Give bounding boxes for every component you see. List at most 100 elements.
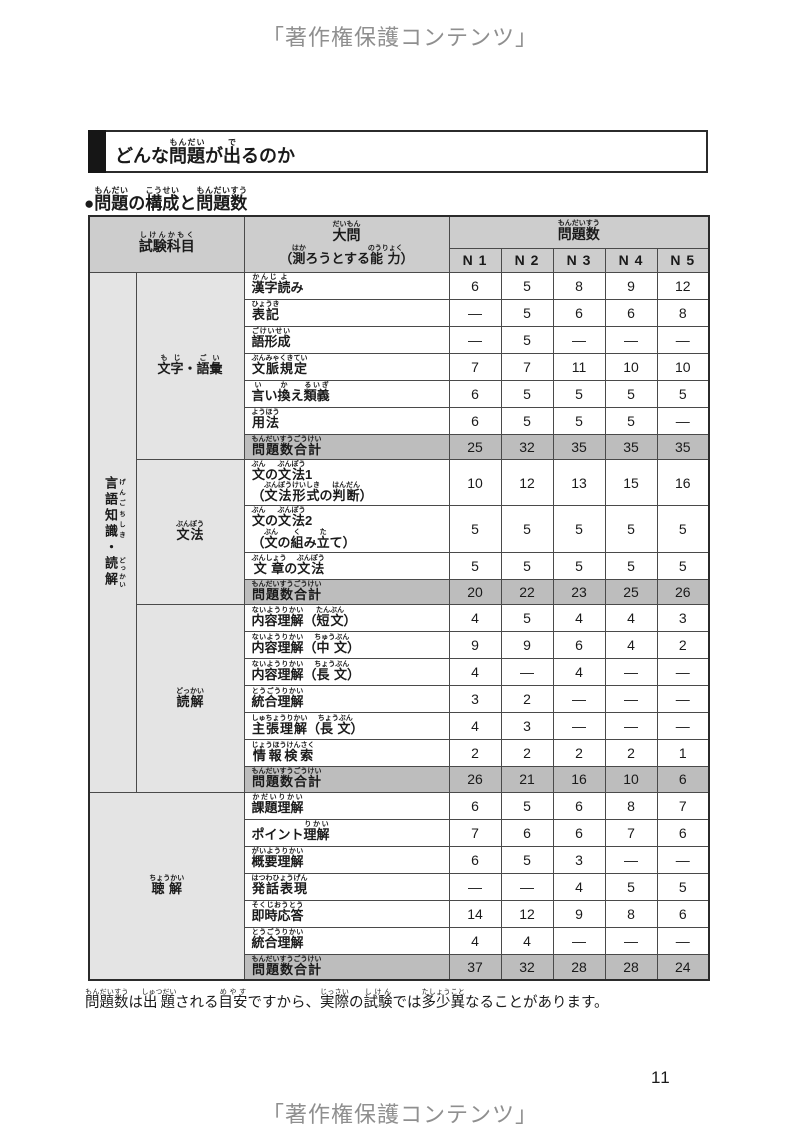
question-count-cell: — bbox=[552, 712, 606, 741]
question-count-cell: 7 bbox=[604, 818, 658, 847]
question-count-cell: 5 bbox=[500, 845, 554, 874]
question-count-cell: 6 bbox=[448, 406, 502, 435]
question-count-cell: — bbox=[656, 406, 710, 435]
question-type-row: 用法ようほう 6 5 5 5— bbox=[89, 406, 710, 435]
daimon-sublabel: （測はかろうとする能力のうりょく） bbox=[279, 245, 414, 267]
question-type-row: 聴解ちょうかい 課題理解かだいりかい 6 5 6 8 7 bbox=[88, 791, 710, 981]
question-count-cell: 9 bbox=[448, 631, 502, 660]
question-type-label: 課題理解かだいりかい bbox=[243, 791, 450, 820]
copyright-banner-top: 「著作権保護コンテンツ」 bbox=[261, 25, 538, 50]
question-count-cell: 6 bbox=[552, 298, 606, 327]
copyright-banner-bottom: 「著作権保護コンテンツ」 bbox=[261, 1102, 538, 1127]
question-type-label: 概要理解がいようりかい bbox=[243, 845, 450, 874]
question-count-cell: 5 bbox=[448, 505, 502, 553]
question-type-label: 統合理解とうごうりかい bbox=[243, 926, 450, 955]
question-count-cell: 8 bbox=[552, 271, 606, 300]
question-count-cell: 5 bbox=[604, 872, 658, 901]
question-count-cell: 16 bbox=[656, 458, 710, 507]
question-type-label: 漢字かんじ読よみ bbox=[243, 271, 450, 300]
question-count-cell: 15 bbox=[604, 458, 658, 507]
question-type-label: 言いい換かえ類義るいぎ bbox=[243, 379, 450, 408]
total-count-cell: 32 bbox=[500, 953, 554, 981]
question-count-cell: 3 bbox=[656, 604, 710, 633]
question-type-row: 発話表現はつわひょうげん — —4 5 5 bbox=[89, 872, 710, 901]
daimon-label: 大問だいもん bbox=[332, 221, 361, 244]
question-count-cell: 4 bbox=[604, 631, 658, 660]
question-type-row: 統合理解とうごうりかい 4 4— — — bbox=[89, 926, 710, 955]
total-count-cell: 10 bbox=[604, 766, 658, 793]
total-count-cell: 6 bbox=[656, 766, 710, 793]
question-count-cell: 5 bbox=[500, 298, 554, 327]
question-count-cell: 5 bbox=[500, 406, 554, 435]
question-type-label: 内容理解ないようりかい（長文ちょうぶん） bbox=[243, 658, 450, 687]
question-count-cell: 6 bbox=[448, 379, 502, 408]
section-total-row: 問題数合計もんだいすうごうけい 25 32 35 35 35 bbox=[89, 433, 710, 460]
total-count-cell: 26 bbox=[656, 578, 710, 606]
question-type-row: 読解どっかい 内容理解ないようりかい（短文たんぶん） 4 5 4 4 3 bbox=[89, 604, 710, 793]
question-count-cell: — bbox=[552, 325, 606, 354]
question-count-cell: 4 bbox=[448, 604, 502, 633]
question-type-row: 言語 げんご知識 ちしき・読解 どっかい 文字もじ・語彙ごい 漢字かんじ読よみ 6 5 8 9 12 bbox=[88, 271, 710, 793]
col-header-level: N 1 bbox=[448, 247, 502, 273]
col-header-daimon: 大問だいもん （測はかろうとする能力のうりょく） bbox=[243, 215, 450, 273]
question-count-cell: — bbox=[656, 845, 710, 874]
question-count-cell: 7 bbox=[448, 818, 502, 847]
question-count-cell: 8 bbox=[604, 899, 658, 928]
question-count-cell: 5 bbox=[552, 379, 606, 408]
section-total-row: 問題数合計もんだいすうごうけい 26 21 16 10 6 bbox=[89, 766, 710, 793]
question-count-cell: 4 bbox=[448, 658, 502, 687]
subject-cell: 文法ぶんぽう bbox=[135, 458, 245, 606]
total-count-cell: 16 bbox=[552, 766, 606, 793]
total-count-cell: 28 bbox=[604, 953, 658, 981]
question-type-label: 情報検索じょうほうけんさく bbox=[243, 739, 450, 768]
question-count-cell: 2 bbox=[448, 739, 502, 768]
question-count-cell: 6 bbox=[656, 818, 710, 847]
question-count-cell: 7 bbox=[448, 352, 502, 381]
col-header-level: N 3 bbox=[552, 247, 606, 273]
question-type-label: 文脈規定ぶんみゃくきてい bbox=[243, 352, 450, 381]
question-type-label: 表記ひょうき bbox=[243, 298, 450, 327]
question-count-cell: 4 bbox=[448, 926, 502, 955]
question-count-cell: — bbox=[500, 872, 554, 901]
total-count-cell: 32 bbox=[500, 433, 554, 460]
question-count-cell: — bbox=[604, 712, 658, 741]
question-count-cell: 3 bbox=[500, 712, 554, 741]
question-count-cell: 10 bbox=[656, 352, 710, 381]
page-title: どんな問題もんだいが出でるのか bbox=[115, 138, 295, 166]
question-count-cell: 5 bbox=[656, 872, 710, 901]
question-count-cell: — bbox=[500, 658, 554, 687]
question-count-cell: 2 bbox=[500, 739, 554, 768]
question-type-label: 内容理解ないようりかい（短文たんぶん） bbox=[243, 604, 450, 633]
question-count-cell: — bbox=[656, 712, 710, 741]
question-type-row: 内容理解ないようりかい（中文ちゅうぶん） 9 9 6 4 2 bbox=[89, 631, 710, 660]
total-count-cell: 25 bbox=[604, 578, 658, 606]
question-type-row: 即時応答そくじおうとう 14 12 9 8 6 bbox=[89, 899, 710, 928]
question-count-cell: 5 bbox=[604, 379, 658, 408]
question-type-row: 文脈規定ぶんみゃくきてい 7 7 11 10 10 bbox=[89, 352, 710, 381]
question-count-cell: 2 bbox=[604, 739, 658, 768]
question-count-cell: 3 bbox=[552, 845, 606, 874]
question-count-cell: — bbox=[656, 685, 710, 714]
question-type-row: ポイント理解りかい 7 6 6 7 6 bbox=[89, 818, 710, 847]
question-count-cell: 6 bbox=[656, 899, 710, 928]
col-header-level: N 5 bbox=[656, 247, 710, 273]
table-section-title: ●問題もんだいの構成こうせいと問題数もんだいすう bbox=[84, 186, 248, 213]
question-count-cell: 6 bbox=[448, 271, 502, 300]
question-count-cell: 5 bbox=[604, 551, 658, 580]
question-count-cell: 7 bbox=[500, 352, 554, 381]
question-count-cell: — bbox=[604, 685, 658, 714]
question-count-cell: — bbox=[604, 845, 658, 874]
question-count-cell: 8 bbox=[656, 298, 710, 327]
question-count-cell: 5 bbox=[552, 406, 606, 435]
question-count-cell: 6 bbox=[552, 631, 606, 660]
question-type-row: 文章ぶんしょうの文法ぶんぽう 5 5 5 5 5 bbox=[89, 551, 710, 580]
question-count-cell: 6 bbox=[448, 791, 502, 820]
question-count-cell: 5 bbox=[604, 505, 658, 553]
page-content: どんな問題もんだいが出でるのか ●問題もんだいの構成こうせいと問題数もんだいすう… bbox=[84, 130, 711, 1012]
question-count-cell: 14 bbox=[448, 899, 502, 928]
question-count-cell: 10 bbox=[604, 352, 658, 381]
question-count-cell: 4 bbox=[552, 872, 606, 901]
question-count-cell: 6 bbox=[500, 818, 554, 847]
total-count-cell: 21 bbox=[500, 766, 554, 793]
